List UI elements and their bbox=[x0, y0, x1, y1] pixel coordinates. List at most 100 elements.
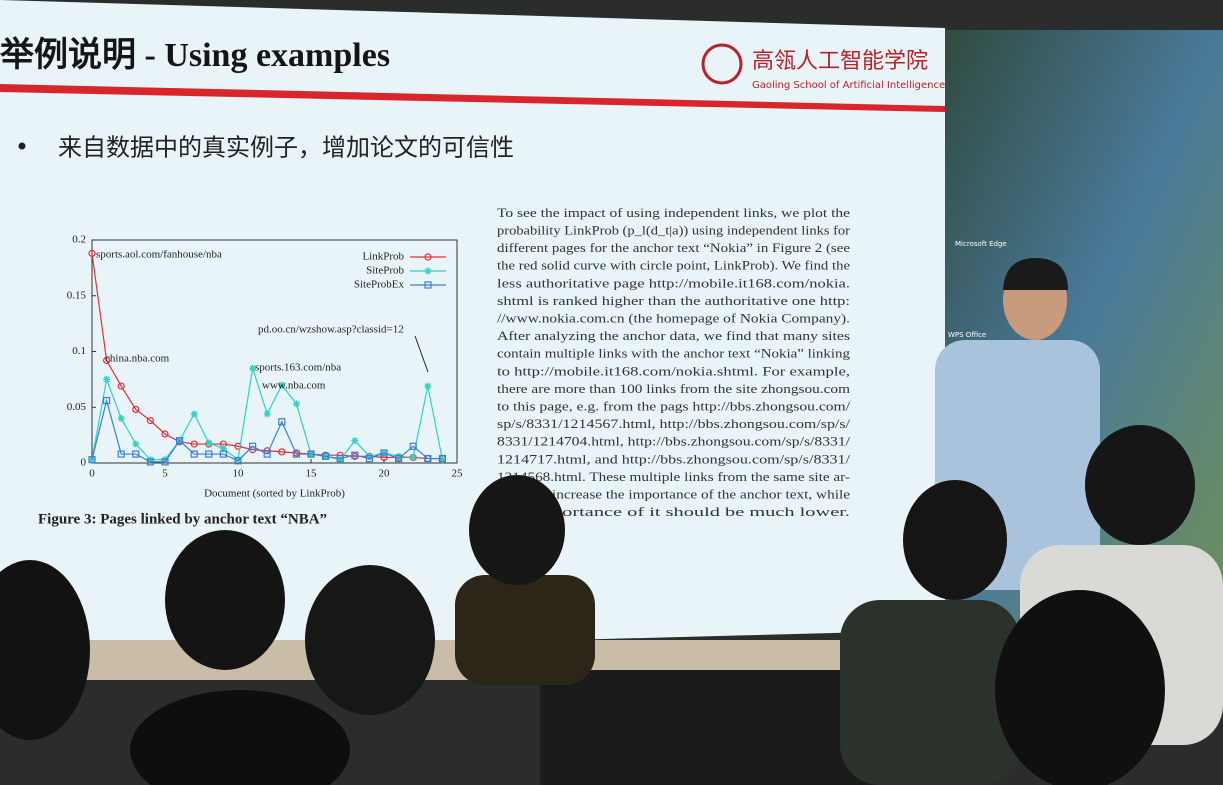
point bbox=[219, 450, 227, 458]
paragraph-line: After analyzing the anchor data, we find… bbox=[497, 329, 850, 343]
y-tick-label: 0 bbox=[81, 457, 87, 469]
point bbox=[161, 456, 169, 464]
point bbox=[117, 414, 125, 422]
x-tick-label: 5 bbox=[162, 468, 168, 480]
x-tick-label: 10 bbox=[233, 468, 245, 480]
point bbox=[234, 457, 242, 465]
x-tick-label: 25 bbox=[452, 468, 464, 480]
audience-head bbox=[903, 480, 1007, 600]
annotation: pd.oo.cn/wzshow.asp?classid=12 bbox=[258, 324, 404, 336]
figure: 0 0.05 0.1 0.15 0.2 0 5 10 15 20 25 Document (sorte… bbox=[67, 234, 463, 500]
point bbox=[102, 396, 111, 405]
speaker-hair bbox=[1003, 258, 1068, 290]
point bbox=[351, 437, 359, 445]
point bbox=[438, 456, 446, 464]
slide bbox=[0, 0, 945, 655]
paragraph-line: there are more than 100 links from the s… bbox=[497, 382, 850, 396]
paragraph-line: the red solid curve with circle point, L… bbox=[497, 259, 851, 273]
paragraph-line: To see the impact of using independent l… bbox=[497, 206, 851, 220]
annotation: china.nba.com bbox=[105, 353, 170, 365]
point bbox=[395, 452, 403, 460]
point bbox=[424, 281, 432, 289]
annotation: sports.163.com/nba bbox=[255, 362, 341, 374]
point bbox=[132, 440, 140, 448]
annotation: sports.aol.com/fanhouse/nba bbox=[96, 249, 222, 261]
desktop-icon-label: Microsoft Edge bbox=[955, 240, 1007, 248]
point bbox=[438, 454, 446, 463]
point bbox=[176, 437, 184, 445]
point bbox=[322, 452, 330, 460]
point bbox=[307, 450, 315, 458]
point bbox=[424, 382, 432, 390]
audience-head bbox=[469, 475, 565, 585]
point bbox=[380, 449, 388, 457]
point bbox=[234, 456, 242, 464]
desktop-icon-label: WPS Office bbox=[948, 331, 986, 339]
point bbox=[395, 454, 403, 463]
logo-name: 高瓴人工智能学院 bbox=[752, 49, 928, 74]
audience-head bbox=[130, 690, 350, 785]
annotation: www.nba.com bbox=[262, 380, 326, 392]
paragraph-line: increase the importance of the anchor te… bbox=[552, 487, 851, 501]
legend-label: LinkProb bbox=[362, 251, 404, 263]
audience-head bbox=[165, 530, 285, 670]
point bbox=[249, 364, 257, 372]
audience-shirt bbox=[840, 600, 1020, 785]
x-tick-label: 20 bbox=[379, 468, 391, 480]
point bbox=[249, 442, 257, 450]
paragraph-line: 1214568.html. These multiple links from … bbox=[497, 470, 850, 484]
annotation-arrow bbox=[414, 335, 429, 373]
point bbox=[263, 450, 271, 458]
point bbox=[409, 442, 417, 450]
y-tick-label: 0.05 bbox=[67, 401, 87, 413]
point bbox=[336, 454, 344, 463]
point bbox=[132, 405, 140, 414]
point bbox=[190, 450, 198, 458]
audience-shirt bbox=[455, 575, 595, 685]
point bbox=[278, 418, 286, 426]
point bbox=[234, 442, 242, 450]
x-tick-label: 0 bbox=[89, 468, 95, 480]
paragraph-line: probability LinkProb (p_l(d_t|a)) using … bbox=[497, 223, 851, 237]
point bbox=[205, 450, 213, 458]
point bbox=[424, 253, 432, 261]
point bbox=[161, 458, 169, 466]
point bbox=[351, 451, 359, 459]
point bbox=[161, 430, 169, 438]
point bbox=[205, 439, 213, 447]
bullet-dot bbox=[18, 142, 26, 150]
series-line bbox=[91, 398, 443, 463]
point bbox=[424, 267, 432, 275]
point bbox=[278, 381, 286, 389]
point bbox=[103, 375, 111, 383]
point bbox=[117, 382, 125, 390]
point bbox=[190, 440, 198, 448]
point bbox=[88, 249, 96, 257]
paragraph-line: to this page, e.g. from the pags http://… bbox=[497, 399, 851, 413]
x-tick-label: 15 bbox=[306, 468, 318, 480]
logo-emblem bbox=[701, 43, 743, 85]
paragraph-line: sp/s/8331/1214567.html, http://bbs.zhong… bbox=[497, 417, 851, 431]
paragraph-line: 1214717.html, and http://bbs.zhongsou.co… bbox=[497, 452, 851, 466]
paragraph-line: to http://mobile.it168.com/nokia.shtml. … bbox=[497, 364, 850, 378]
y-tick-label: 0.15 bbox=[67, 289, 87, 301]
paragraph-line: different pages for the anchor text “Nok… bbox=[497, 241, 851, 255]
point bbox=[190, 410, 198, 418]
figure-caption: Figure 3: Pages linked by anchor text “N… bbox=[38, 511, 327, 527]
audience-head bbox=[1085, 425, 1195, 545]
title-rule bbox=[0, 84, 945, 112]
point bbox=[146, 417, 154, 425]
point bbox=[365, 454, 373, 463]
logo-subtitle: Gaoling School of Artificial Intelligenc… bbox=[752, 80, 945, 91]
point bbox=[336, 456, 344, 464]
audience-head bbox=[305, 565, 435, 715]
paragraph-line: shtml is ranked higher than the authorit… bbox=[497, 294, 850, 308]
paragraph: To see the impact of using independent l… bbox=[497, 206, 851, 519]
y-tick-label: 0.1 bbox=[72, 345, 86, 357]
point bbox=[117, 450, 125, 458]
x-axis-label: Document (sorted by LinkProb) bbox=[204, 488, 345, 500]
bullet-text: 来自数据中的真实例子，增加论文的可信性 bbox=[58, 135, 514, 162]
y-tick-label: 0.2 bbox=[72, 234, 86, 246]
